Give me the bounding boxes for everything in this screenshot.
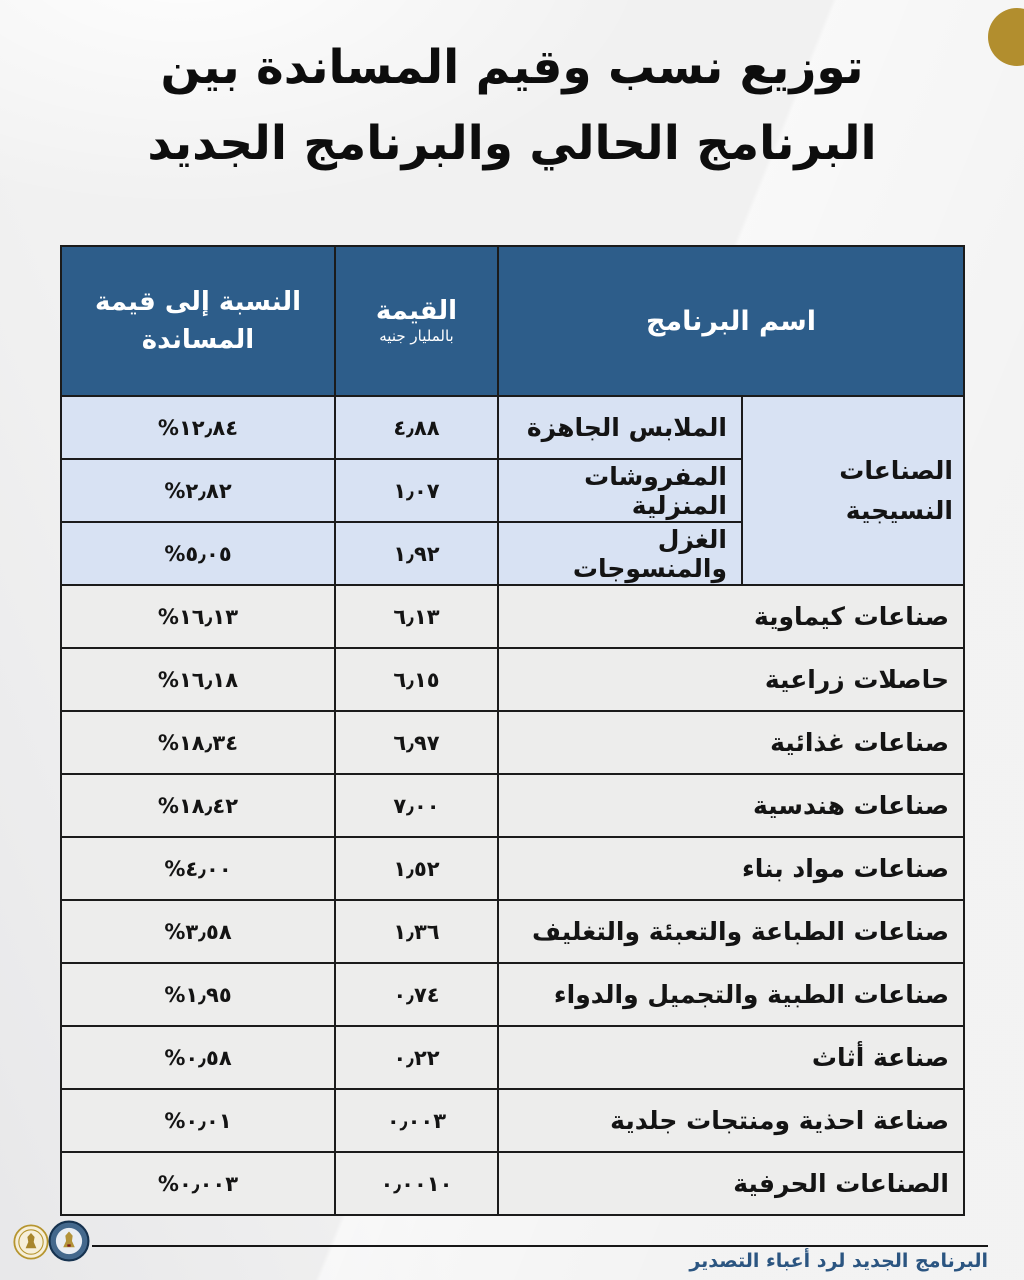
group-name-cell: الصناعات النسيجية (741, 395, 965, 586)
header-value-unit: بالمليار جنيه (379, 327, 454, 345)
value-cell: ٦٫١٥ (333, 647, 499, 712)
value-cell: ١٫٩٢ (333, 521, 499, 586)
program-name-cell: صناعة احذية ومنتجات جلدية (496, 1088, 966, 1153)
value-cell: ٠٫٠٠١٠ (333, 1151, 499, 1216)
header-value-label: القيمة (375, 296, 458, 326)
table-row: صناعة أثاث ٠٫٢٢ ٠٫٥٨% (59, 1025, 966, 1090)
percent-cell: ٢٫٨٢% (59, 458, 336, 523)
value-cell: ٦٫٩٧ (333, 710, 499, 775)
value-cell: ١٫٣٦ (333, 899, 499, 964)
footer-divider (92, 1245, 988, 1247)
program-name-cell: الصناعات الحرفية (496, 1151, 966, 1216)
table-row: صناعات غذائية ٦٫٩٧ ١٨٫٣٤% (59, 710, 966, 775)
data-table: اسم البرنامج القيمة بالمليار جنيه النسبة… (59, 245, 966, 1216)
program-name-cell: المفروشات المنزلية (496, 458, 744, 523)
table-row: صناعات كيماوية ٦٫١٣ ١٦٫١٣% (59, 584, 966, 649)
percent-cell: ٠٫٠١% (59, 1088, 336, 1153)
program-name-cell: حاصلات زراعية (496, 647, 966, 712)
value-cell: ٠٫٠٠٣ (333, 1088, 499, 1153)
value-cell: ٠٫٢٢ (333, 1025, 499, 1090)
page-title: توزيع نسب وقيم المساندة بين البرنامج الح… (0, 30, 1024, 182)
table-row: صناعة احذية ومنتجات جلدية ٠٫٠٠٣ ٠٫٠١% (59, 1088, 966, 1153)
program-name-cell: صناعة أثاث (496, 1025, 966, 1090)
program-name-cell: صناعات مواد بناء (496, 836, 966, 901)
percent-cell: ١٦٫١٨% (59, 647, 336, 712)
value-cell: ٠٫٧٤ (333, 962, 499, 1027)
table-row: صناعات الطباعة والتعبئة والتغليف ١٫٣٦ ٣٫… (59, 899, 966, 964)
table-row: المفروشات المنزلية ١٫٠٧ ٢٫٨٢% (59, 458, 964, 523)
table-row: الصناعات النسيجية الملابس الجاهزة ٤٫٨٨ ١… (59, 395, 965, 586)
value-cell: ١٫٥٢ (333, 836, 499, 901)
table-row: صناعات هندسية ٧٫٠٠ ١٨٫٤٢% (59, 773, 966, 838)
program-name-cell: صناعات الطباعة والتعبئة والتغليف (496, 899, 966, 964)
program-name-cell: الملابس الجاهزة (496, 395, 744, 460)
header-value: القيمة بالمليار جنيه (333, 245, 499, 397)
page-title-line1: توزيع نسب وقيم المساندة بين (160, 40, 864, 95)
egypt-eagle-blue-seal-icon (48, 1220, 90, 1262)
group-name-label: الصناعات النسيجية (839, 455, 953, 525)
percent-cell: ١٨٫٤٢% (59, 773, 336, 838)
percent-cell: ٤٫٠٠% (59, 836, 336, 901)
egypt-eagle-gold-seal-icon (13, 1224, 49, 1260)
table-row: صناعات الطبية والتجميل والدواء ٠٫٧٤ ١٫٩٥… (59, 962, 966, 1027)
value-cell: ١٫٠٧ (333, 458, 499, 523)
percent-cell: ٣٫٥٨% (59, 899, 336, 964)
support-distribution-table: اسم البرنامج القيمة بالمليار جنيه النسبة… (59, 245, 966, 1216)
table-header-row: اسم البرنامج القيمة بالمليار جنيه النسبة… (59, 245, 966, 397)
percent-cell: ٠٫٥٨% (59, 1025, 336, 1090)
percent-cell: ١٫٩٥% (59, 962, 336, 1027)
value-cell: ٤٫٨٨ (333, 395, 499, 460)
percent-cell: ١٢٫٨٤% (59, 395, 336, 460)
header-program-name: اسم البرنامج (496, 245, 966, 397)
program-name-cell: صناعات كيماوية (496, 584, 966, 649)
page-title-line2: البرنامج الحالي والبرنامج الجديد (147, 116, 877, 171)
header-percent: النسبة إلى قيمة المساندة (59, 245, 336, 397)
percent-cell: ٠٫٠٠٣% (59, 1151, 336, 1216)
program-name-cell: صناعات الطبية والتجميل والدواء (496, 962, 966, 1027)
footer-program-label: البرنامج الجديد لرد أعباء التصدير (689, 1250, 988, 1272)
table-row: صناعات مواد بناء ١٫٥٢ ٤٫٠٠% (59, 836, 966, 901)
header-percent-label: النسبة إلى قيمة المساندة (94, 287, 301, 355)
table-row: الغزل والمنسوجات ١٫٩٢ ٥٫٠٥% (59, 521, 964, 586)
program-name-cell: صناعات غذائية (496, 710, 966, 775)
value-cell: ٧٫٠٠ (333, 773, 499, 838)
program-name-cell: صناعات هندسية (496, 773, 966, 838)
percent-cell: ١٨٫٣٤% (59, 710, 336, 775)
percent-cell: ١٦٫١٣% (59, 584, 336, 649)
table-row: حاصلات زراعية ٦٫١٥ ١٦٫١٨% (59, 647, 966, 712)
percent-cell: ٥٫٠٥% (59, 521, 336, 586)
table-row: الصناعات الحرفية ٠٫٠٠١٠ ٠٫٠٠٣% (59, 1151, 966, 1216)
value-cell: ٦٫١٣ (333, 584, 499, 649)
program-name-cell: الغزل والمنسوجات (496, 521, 744, 586)
